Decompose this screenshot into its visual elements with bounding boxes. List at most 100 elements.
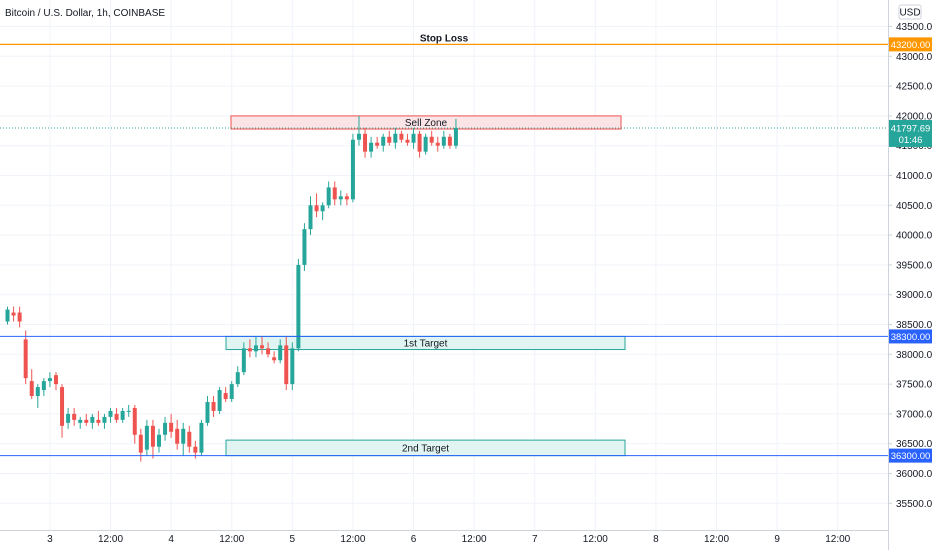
candle-body[interactable] bbox=[308, 205, 313, 230]
candle-body[interactable] bbox=[11, 312, 16, 316]
time-axis-label: 6 bbox=[411, 534, 417, 545]
candle-body[interactable] bbox=[205, 401, 210, 423]
candle-body[interactable] bbox=[53, 375, 58, 385]
candle-body[interactable] bbox=[405, 139, 410, 143]
candle-body[interactable] bbox=[429, 136, 434, 143]
time-axis-label: 3 bbox=[47, 534, 53, 545]
candle-body[interactable] bbox=[217, 390, 222, 411]
candle-body[interactable] bbox=[272, 357, 277, 361]
candle-body[interactable] bbox=[193, 446, 198, 453]
price-axis-label: 39500.00 bbox=[896, 260, 932, 271]
price-axis-label: 37500.00 bbox=[896, 380, 932, 391]
candle-body[interactable] bbox=[435, 142, 440, 146]
candle-body[interactable] bbox=[223, 393, 228, 399]
candle-body[interactable] bbox=[84, 419, 89, 423]
candle-body[interactable] bbox=[284, 345, 289, 385]
candle-body[interactable] bbox=[114, 413, 119, 420]
time-axis-label: 12:00 bbox=[340, 534, 365, 545]
candle-body[interactable] bbox=[266, 348, 271, 355]
candle-body[interactable] bbox=[187, 431, 192, 447]
candle-body[interactable] bbox=[363, 133, 368, 152]
zone-first-label: 1st Target bbox=[404, 338, 448, 349]
candle-body[interactable] bbox=[350, 139, 355, 200]
candle-body[interactable] bbox=[411, 133, 416, 143]
candle-body[interactable] bbox=[338, 196, 343, 200]
candle-body[interactable] bbox=[175, 428, 180, 444]
candle-body[interactable] bbox=[229, 384, 234, 399]
stop-loss-price-tag: 43200.00 bbox=[891, 40, 931, 51]
candle-body[interactable] bbox=[17, 312, 22, 322]
candle-body[interactable] bbox=[302, 229, 307, 265]
candle-body[interactable] bbox=[344, 196, 349, 200]
price-axis-label: 38000.00 bbox=[896, 350, 932, 361]
candle-body[interactable] bbox=[169, 422, 174, 432]
candle-body[interactable] bbox=[356, 133, 361, 140]
candle-body[interactable] bbox=[393, 133, 398, 143]
candle-body[interactable] bbox=[423, 136, 428, 152]
candle-body[interactable] bbox=[381, 136, 386, 146]
candle-body[interactable] bbox=[332, 187, 337, 200]
price-axis-label: 40000.00 bbox=[896, 231, 932, 242]
candle-body[interactable] bbox=[375, 142, 380, 146]
zone-sell-label: Sell Zone bbox=[405, 118, 448, 129]
candle-body[interactable] bbox=[60, 387, 65, 426]
candle-body[interactable] bbox=[120, 410, 125, 420]
candle-body[interactable] bbox=[278, 345, 283, 361]
candle-body[interactable] bbox=[247, 348, 252, 352]
candle-body[interactable] bbox=[41, 381, 46, 391]
candle-body[interactable] bbox=[417, 133, 422, 152]
candle-body[interactable] bbox=[399, 133, 404, 140]
zone-sell-box[interactable] bbox=[230, 115, 622, 130]
candle-body[interactable] bbox=[29, 381, 34, 397]
candle-body[interactable] bbox=[138, 434, 143, 453]
price-axis-label: 37000.00 bbox=[896, 409, 932, 420]
candle-body[interactable] bbox=[66, 413, 71, 423]
candle-body[interactable] bbox=[5, 309, 10, 322]
time-axis-label: 8 bbox=[653, 534, 659, 545]
candle-body[interactable] bbox=[296, 264, 301, 349]
candle-body[interactable] bbox=[253, 345, 258, 352]
candle-body[interactable] bbox=[326, 187, 331, 206]
candle-body[interactable] bbox=[235, 372, 240, 385]
candle-body[interactable] bbox=[126, 410, 131, 412]
candle-body[interactable] bbox=[90, 416, 95, 423]
time-axis-label: 7 bbox=[532, 534, 538, 545]
candle-body[interactable] bbox=[23, 339, 28, 379]
candle-body[interactable] bbox=[157, 434, 161, 447]
candle-body[interactable] bbox=[441, 136, 446, 146]
candle-body[interactable] bbox=[453, 127, 458, 146]
candle-body[interactable] bbox=[211, 401, 216, 411]
candle-body[interactable] bbox=[290, 348, 295, 385]
second-target-price-tag-bg bbox=[889, 448, 932, 463]
candle-body[interactable] bbox=[369, 142, 374, 152]
candle-body[interactable] bbox=[150, 425, 155, 447]
currency-box[interactable] bbox=[898, 4, 922, 20]
candle-body[interactable] bbox=[314, 205, 319, 212]
candle-body[interactable] bbox=[260, 345, 265, 349]
time-axis-label: 4 bbox=[168, 534, 174, 545]
candle-body[interactable] bbox=[72, 413, 77, 420]
price-axis-label: 42000.00 bbox=[896, 111, 932, 122]
candle-body[interactable] bbox=[144, 425, 149, 450]
candle-body[interactable] bbox=[78, 419, 83, 423]
price-axis-label: 35500.00 bbox=[896, 499, 932, 510]
chart-title: Bitcoin / U.S. Dollar, 1h, COINBASE bbox=[5, 8, 165, 19]
candle-body[interactable] bbox=[108, 410, 113, 417]
candle-body[interactable] bbox=[35, 387, 40, 397]
candle-body[interactable] bbox=[96, 419, 101, 423]
candle-body[interactable] bbox=[181, 428, 186, 444]
candle-body[interactable] bbox=[163, 422, 168, 435]
candle-body[interactable] bbox=[47, 378, 52, 382]
time-axis-label: 12:00 bbox=[825, 534, 850, 545]
candle-body[interactable] bbox=[199, 422, 204, 453]
stop-loss-label: Stop Loss bbox=[420, 33, 469, 44]
candle-body[interactable] bbox=[102, 416, 107, 423]
candle-body[interactable] bbox=[241, 348, 246, 373]
candle-body[interactable] bbox=[387, 136, 392, 143]
candle-body[interactable] bbox=[320, 205, 325, 212]
candle-body[interactable] bbox=[132, 407, 137, 435]
candle-body[interactable] bbox=[447, 136, 452, 146]
